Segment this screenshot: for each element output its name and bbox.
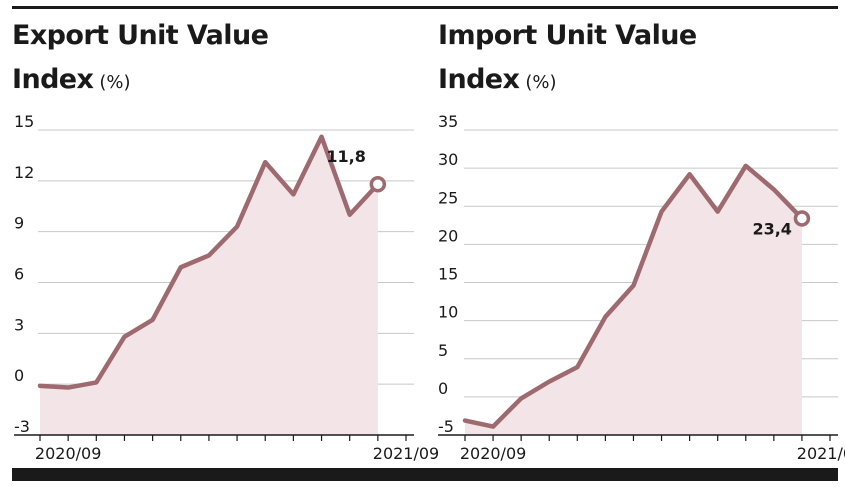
import-series-line [462,163,805,429]
import-data-label: 23,4 [752,219,791,238]
import-end-marker [793,210,811,227]
import-ytick-label: 35 [438,112,458,131]
export-ytick-label: 12 [14,163,34,182]
export-ytick-label: 15 [14,112,34,131]
import-ytick-label: 0 [438,379,448,398]
export-title-index: Index [12,64,94,95]
import-ytick-label: 5 [438,341,448,360]
import-ytick-label: 20 [438,226,458,245]
import-xtick-label: 2021/09 [797,444,845,463]
export-ytick-label: 3 [14,315,24,334]
export-title-unit: (%) [99,72,131,93]
import-ytick-label: 10 [438,303,458,322]
export-ytick-label: 9 [14,214,24,233]
import-chart-title: Import Unit Value Index (%) [438,14,697,105]
export-series-line [37,134,381,390]
import-area-fill [465,165,802,435]
import-ytick-label: 30 [438,150,458,169]
export-ytick-label: 6 [14,265,24,284]
import-ytick-label: -5 [438,417,454,436]
export-xtick-label: 2020/09 [35,444,101,463]
export-title-line2: Index (%) [12,58,268,105]
export-ytick-label: 0 [14,366,24,385]
export-end-marker [369,175,387,193]
export-data-label: 11,8 [326,147,365,166]
export-area-fill [40,136,378,435]
export-ytick-label: -3 [14,417,30,436]
export-title-line1: Export Unit Value [12,20,269,51]
import-title-line2: Index (%) [438,58,697,105]
import-ytick-label: 15 [438,265,458,284]
import-ytick-label: 25 [438,188,458,207]
export-chart-title: Export Unit Value Index (%) [12,14,269,105]
import-title-unit: (%) [525,72,557,93]
export-xtick-label: 2021/09 [373,444,439,463]
top-rule [12,6,838,9]
import-xtick-label: 2020/09 [460,444,526,463]
bottom-bar [12,468,838,481]
import-title-index: Index [438,64,520,95]
import-title-line1: Import Unit Value [438,20,697,51]
